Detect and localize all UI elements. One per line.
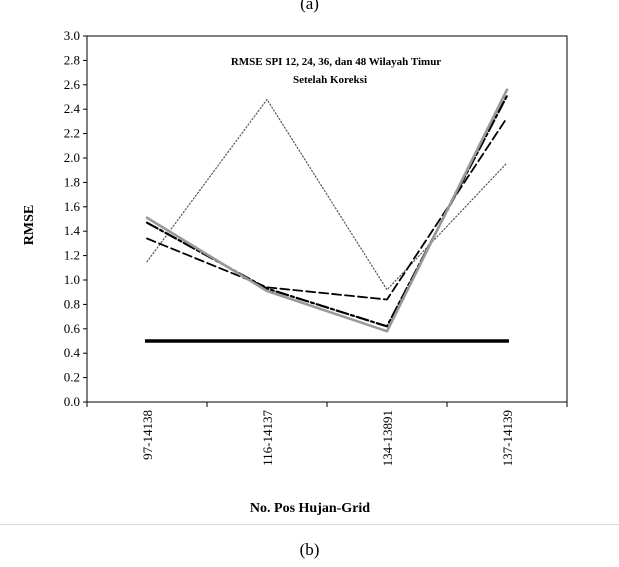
y-tick-label: 2.0	[64, 150, 80, 165]
y-tick-label: 1.4	[64, 223, 81, 238]
chart-subtitle: Setelah Koreksi	[293, 74, 367, 86]
y-tick-label: 1.0	[64, 272, 80, 287]
series-layer	[145, 88, 509, 343]
y-tick-label: 2.8	[64, 52, 80, 67]
plot-area-frame	[86, 35, 568, 403]
x-tick-label: 134-13891	[380, 410, 395, 466]
y-axis-ticks: 0.0 0.2 0.4 0.6 0.8 1.0 1.2 1.4 1.6 1.8 2.0 2.2 2.4 2…	[64, 28, 87, 409]
y-tick-label: 2.4	[64, 101, 81, 116]
y-tick-label: 0.8	[64, 296, 80, 311]
figure-caption-a: (a)	[300, 0, 319, 13]
x-tick-label: 137-14139	[500, 410, 515, 466]
x-tick-label: 116-14137	[260, 410, 275, 466]
y-tick-label: 1.6	[64, 199, 81, 214]
figure-caption-b: (b)	[299, 540, 320, 559]
y-tick-label: 2.2	[64, 126, 80, 141]
x-tick-label: 97-14138	[140, 410, 155, 460]
y-axis-label: RMSE	[22, 205, 37, 245]
y-tick-label: 3.0	[64, 28, 80, 43]
y-tick-label: 0.4	[64, 345, 81, 360]
y-tick-label: 1.2	[64, 248, 80, 263]
series-line-4	[145, 88, 509, 333]
separator-line	[0, 524, 619, 525]
y-tick-label: 0.6	[64, 321, 81, 336]
series-line-1	[146, 98, 508, 291]
y-tick-label: 2.6	[64, 77, 81, 92]
x-axis-label: No. Pos Hujan-Grid	[250, 501, 370, 516]
y-tick-label: 1.8	[64, 174, 80, 189]
y-tick-label: 0.2	[64, 370, 80, 385]
y-tick-label: 0.0	[64, 394, 80, 409]
x-axis-ticks: 97-14138 116-14137 134-13891 137-14139	[86, 402, 568, 466]
chart-title: RMSE SPI 12, 24, 36, dan 48 Wilayah Timu…	[231, 56, 441, 68]
